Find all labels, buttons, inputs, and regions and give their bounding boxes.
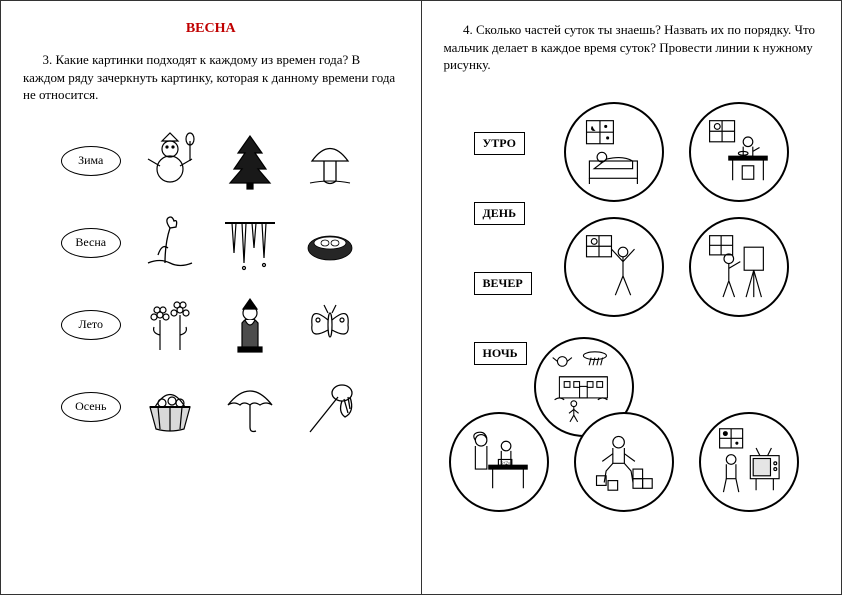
time-label-morning: УТРО <box>474 132 525 155</box>
circle-tv <box>699 412 799 512</box>
seasons-grid: Зима <box>23 124 399 444</box>
season-label-autumn: Осень <box>61 392 121 422</box>
circle-sleeping <box>564 102 664 202</box>
circle-homework: 3+2= <box>449 412 549 512</box>
time-label-day: ДЕНЬ <box>474 202 526 225</box>
left-panel: ВЕСНА 3. Какие картинки подходят к каждо… <box>1 1 422 594</box>
time-label-night: НОЧЬ <box>474 342 527 365</box>
pict-net <box>298 375 362 439</box>
page-title: ВЕСНА <box>23 21 399 37</box>
time-label-evening: ВЕЧЕР <box>474 272 532 295</box>
pict-tree <box>218 129 282 193</box>
circle-eating <box>689 102 789 202</box>
instruction-3: 3. Какие картинки подходят к каждому из … <box>23 51 399 104</box>
pict-butterfly <box>298 293 362 357</box>
time-of-day-area: УТРО ДЕНЬ ВЕЧЕР НОЧЬ <box>444 92 820 532</box>
season-label-summer: Лето <box>61 310 121 340</box>
circle-playing <box>574 412 674 512</box>
pict-snowman <box>138 129 202 193</box>
pict-nest <box>298 211 362 275</box>
circle-exercising <box>564 217 664 317</box>
pict-snowdrop <box>138 211 202 275</box>
season-label-spring: Весна <box>61 228 121 258</box>
right-panel: 4. Сколько частей суток ты знаешь? Назва… <box>422 1 842 594</box>
season-label-winter: Зима <box>61 146 121 176</box>
svg-text:3+2=: 3+2= <box>500 462 510 467</box>
pict-basket <box>138 375 202 439</box>
pict-mushroom <box>298 129 362 193</box>
pict-santa <box>218 293 282 357</box>
pict-icicles <box>218 211 282 275</box>
pict-umbrella <box>218 375 282 439</box>
circle-painting <box>689 217 789 317</box>
pict-flowers <box>138 293 202 357</box>
worksheet-page: ВЕСНА 3. Какие картинки подходят к каждо… <box>0 0 842 595</box>
instruction-4: 4. Сколько частей суток ты знаешь? Назва… <box>444 21 820 74</box>
